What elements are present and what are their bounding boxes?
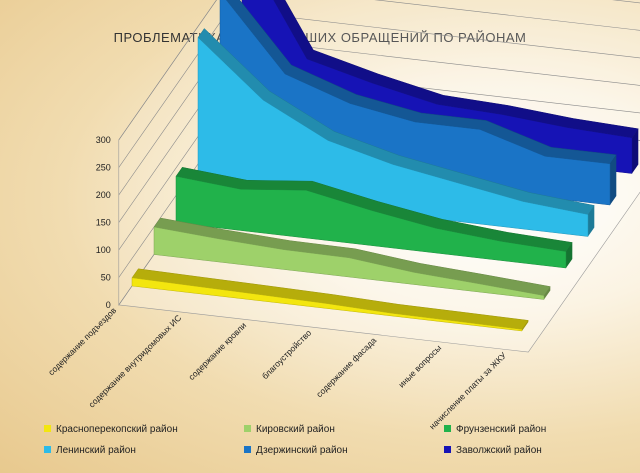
series-area (175, 175, 567, 269)
series-end (610, 154, 617, 205)
y-tick-label: 50 (101, 272, 111, 282)
category-label: содержание фасада (314, 335, 378, 399)
series-end (632, 128, 639, 174)
category-label: иные вопросы (396, 343, 443, 390)
gridline (118, 0, 217, 141)
legend-label: Дзержинский район (256, 445, 348, 456)
legend-item: Ленинский район (44, 445, 136, 456)
gridline (118, 0, 640, 196)
gridline (118, 0, 640, 168)
legend-swatch (444, 446, 451, 453)
legend-label: Ленинский район (56, 445, 136, 456)
series-ribbon (131, 268, 529, 332)
legend-swatch (44, 425, 51, 432)
y-tick-label: 300 (96, 135, 111, 145)
series-area (153, 226, 545, 300)
series-end (588, 205, 595, 237)
legend-item: Заволжский район (444, 445, 542, 456)
y-tick-label: 100 (96, 245, 111, 255)
legend-item: Фрунзенский район (444, 424, 546, 435)
y-tick-label: 0 (106, 300, 111, 310)
legend-swatch (44, 446, 51, 453)
y-tick-label: 150 (96, 217, 111, 227)
legend-swatch (244, 425, 251, 432)
series-area (131, 277, 523, 332)
category-label: содержание подъездов (46, 305, 118, 377)
legend-item: Красноперекопский район (44, 424, 178, 435)
legend-swatch (244, 446, 251, 453)
series-end (566, 242, 573, 268)
series-end (522, 320, 529, 331)
legend-swatch (444, 425, 451, 432)
category-label: содержание кровли (186, 320, 248, 382)
legend-label: Фрунзенский район (456, 424, 546, 435)
legend-label: Заволжский район (456, 445, 542, 456)
series-ribbon (175, 167, 573, 269)
legend-label: Кировский район (256, 424, 335, 435)
category-label: благоустройство (260, 328, 314, 382)
y-tick-label: 250 (96, 162, 111, 172)
legend-label: Красноперекопский район (56, 424, 178, 435)
category-label: начисление платы за ЖКУ (427, 350, 508, 431)
y-tick-label: 200 (96, 190, 111, 200)
series-ribbon (153, 217, 551, 300)
legend-item: Дзержинский район (244, 445, 348, 456)
legend-item: Кировский район (244, 424, 335, 435)
series-end (544, 286, 551, 300)
